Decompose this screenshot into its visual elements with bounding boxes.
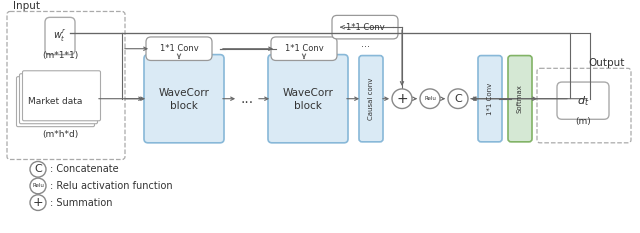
Text: Input: Input bbox=[13, 1, 40, 11]
Text: (m*1*1): (m*1*1) bbox=[42, 51, 78, 60]
Text: : Summation: : Summation bbox=[50, 198, 113, 208]
Text: Softmax: Softmax bbox=[517, 84, 523, 113]
Text: Output: Output bbox=[589, 58, 625, 68]
Text: (m): (m) bbox=[575, 117, 591, 126]
Text: $d_t$: $d_t$ bbox=[577, 94, 589, 108]
Text: Relu: Relu bbox=[424, 96, 436, 101]
FancyBboxPatch shape bbox=[332, 15, 398, 39]
Text: 1*1 Conv: 1*1 Conv bbox=[285, 44, 323, 53]
Circle shape bbox=[30, 178, 46, 194]
Text: : Relu activation function: : Relu activation function bbox=[50, 181, 173, 191]
Text: 1*1 Conv: 1*1 Conv bbox=[346, 23, 385, 32]
Text: (m*h*d): (m*h*d) bbox=[42, 130, 78, 140]
FancyBboxPatch shape bbox=[22, 71, 100, 121]
FancyBboxPatch shape bbox=[146, 37, 212, 61]
Text: 1*1 Conv: 1*1 Conv bbox=[487, 82, 493, 115]
FancyBboxPatch shape bbox=[508, 56, 532, 142]
FancyBboxPatch shape bbox=[478, 56, 502, 142]
FancyBboxPatch shape bbox=[19, 74, 97, 124]
FancyBboxPatch shape bbox=[537, 68, 631, 143]
Circle shape bbox=[30, 195, 46, 210]
Text: Relu: Relu bbox=[32, 183, 44, 188]
FancyBboxPatch shape bbox=[359, 56, 383, 142]
Text: C: C bbox=[454, 94, 462, 104]
FancyBboxPatch shape bbox=[45, 17, 75, 55]
Text: ...: ... bbox=[241, 92, 253, 106]
Text: block: block bbox=[170, 101, 198, 111]
Circle shape bbox=[420, 89, 440, 109]
Circle shape bbox=[30, 161, 46, 177]
Text: C: C bbox=[34, 164, 42, 174]
Text: +: + bbox=[33, 196, 44, 209]
Text: Causal conv: Causal conv bbox=[368, 78, 374, 120]
Circle shape bbox=[448, 89, 468, 109]
Text: : Concatenate: : Concatenate bbox=[50, 164, 118, 174]
Text: block: block bbox=[294, 101, 322, 111]
Circle shape bbox=[392, 89, 412, 109]
Text: $w_t^r$: $w_t^r$ bbox=[53, 28, 67, 44]
FancyBboxPatch shape bbox=[7, 11, 125, 159]
FancyBboxPatch shape bbox=[17, 77, 95, 127]
Text: 1*1 Conv: 1*1 Conv bbox=[159, 44, 198, 53]
Text: Market data: Market data bbox=[28, 97, 82, 106]
Text: +: + bbox=[396, 92, 408, 106]
FancyBboxPatch shape bbox=[557, 82, 609, 119]
Text: WaveCorr: WaveCorr bbox=[283, 88, 333, 98]
Text: ...: ... bbox=[360, 39, 369, 49]
Text: WaveCorr: WaveCorr bbox=[159, 88, 209, 98]
FancyBboxPatch shape bbox=[271, 37, 337, 61]
FancyBboxPatch shape bbox=[268, 55, 348, 143]
FancyBboxPatch shape bbox=[144, 55, 224, 143]
